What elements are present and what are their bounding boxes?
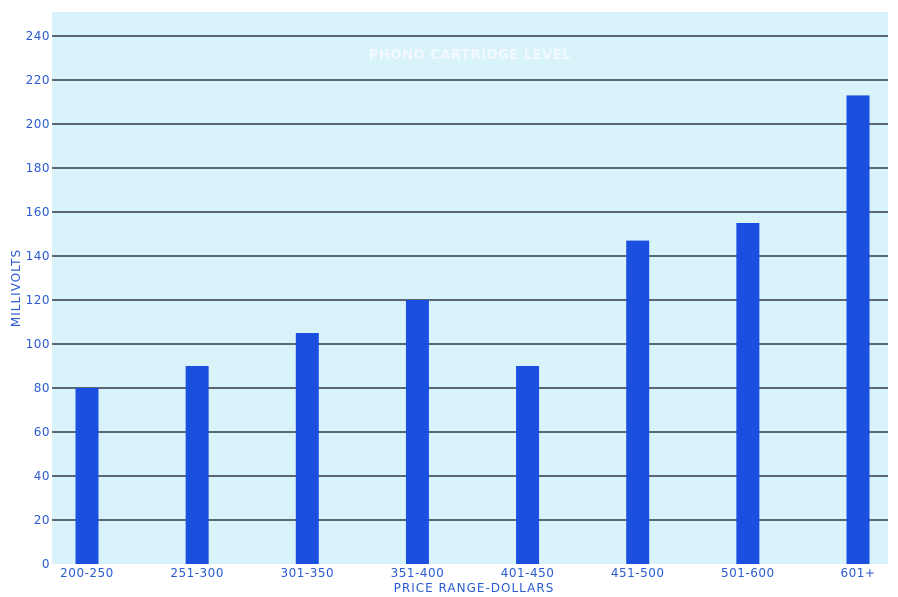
y-axis-ticks: 0 20 40 60 80 100 120 140 160 180 200 220 240 — [26, 29, 50, 571]
x-tick-label: 401-450 — [501, 566, 555, 580]
y-tick-label: 0 — [42, 557, 50, 571]
x-tick-label: 200-250 — [60, 566, 114, 580]
x-tick-label: 351-400 — [391, 566, 445, 580]
bar — [516, 366, 540, 564]
y-tick-label: 80 — [34, 381, 50, 395]
bars — [75, 95, 870, 565]
y-tick-label: 140 — [26, 249, 50, 263]
y-tick-label: 100 — [26, 337, 50, 351]
bar — [846, 95, 870, 565]
x-tick-label: 301-350 — [280, 566, 334, 580]
y-tick-label: 240 — [26, 29, 50, 43]
plot-area — [52, 12, 888, 564]
y-tick-label: 160 — [26, 205, 50, 219]
bar — [626, 240, 650, 564]
bar — [295, 333, 319, 564]
y-tick-label: 120 — [26, 293, 50, 307]
y-tick-label: 200 — [26, 117, 50, 131]
chart-title: PHONO CARTRIDGE LEVEL — [369, 48, 572, 63]
y-tick-label: 20 — [34, 513, 50, 527]
x-tick-label: 501-600 — [721, 566, 775, 580]
x-axis-title: PRICE RANGE-DOLLARS — [394, 581, 555, 595]
bar — [736, 223, 760, 564]
x-axis-ticks: 200-250 251-300 301-350 351-400 401-450 451-5… — [60, 566, 875, 580]
y-tick-label: 60 — [34, 425, 50, 439]
y-tick-label: 180 — [26, 161, 50, 175]
y-tick-label: 40 — [34, 469, 50, 483]
bar — [75, 388, 99, 564]
x-tick-label: 601+ — [841, 566, 876, 580]
bar — [185, 366, 209, 564]
x-tick-label: 251-300 — [170, 566, 224, 580]
x-tick-label: 451-500 — [611, 566, 665, 580]
bar — [405, 300, 429, 564]
y-axis-title: MILLIVOLTS — [9, 249, 23, 327]
y-tick-label: 220 — [26, 73, 50, 87]
